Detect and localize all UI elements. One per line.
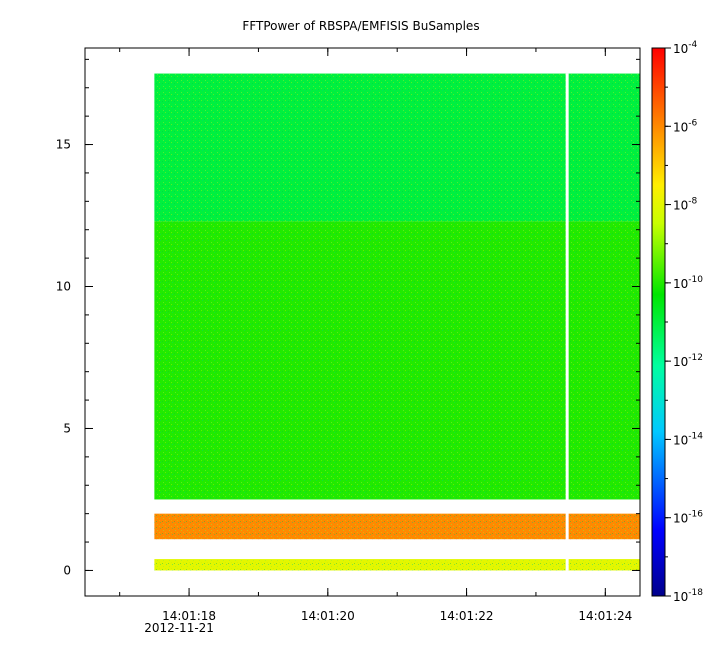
spectrogram-band-texture	[154, 559, 640, 571]
colorbar-tick-exponent: -10	[688, 275, 703, 285]
spectrogram-band-texture	[154, 513, 640, 540]
x-tick-label: 14:01:20	[301, 609, 355, 623]
chart-title: FFTPower of RBSPA/EMFISIS BuSamples	[242, 19, 479, 33]
y-tick-label: 15	[56, 138, 71, 152]
x-tick-label: 14:01:22	[440, 609, 494, 623]
colorbar-gradient	[651, 47, 666, 597]
colorbar-tick-exponent: -4	[688, 40, 697, 50]
colorbar-tick-exponent: -16	[688, 510, 703, 520]
colorbar-tick-label: 10-16	[673, 510, 703, 526]
colorbar-tick-exponent: -14	[688, 431, 703, 441]
x-axis-date-label: 2012-11-21	[144, 621, 214, 635]
colorbar-tick-label: 10-18	[673, 588, 703, 604]
colorbar-tick-exponent: -6	[688, 118, 697, 128]
colorbar: 10-4 10-6 10-8 10-10 10-12 10-14 10-16 10-18	[651, 40, 703, 604]
x-tick-label: 14:01:24	[578, 609, 632, 623]
data-gap	[565, 73, 569, 571]
colorbar-tick-label: 10-14	[673, 431, 703, 447]
y-axis: 0 5 10 15	[56, 58, 640, 577]
spectrogram-band-texture	[154, 221, 640, 500]
colorbar-ticks: 10-4 10-6 10-8 10-10 10-12 10-14 10-16 10-18	[665, 40, 703, 604]
y-tick-label: 5	[63, 421, 71, 435]
colorbar-tick-label: 10-8	[673, 197, 698, 213]
x-tick-label: 14:01:18	[162, 609, 216, 623]
plot-frame	[84, 47, 641, 597]
spectrogram-band-texture	[154, 73, 640, 222]
colorbar-tick-label: 10-12	[673, 353, 703, 369]
spectrogram-plot	[154, 73, 640, 571]
x-axis: 14:01:18 14:01:20 14:01:22 14:01:24	[119, 48, 632, 623]
colorbar-tick-label: 10-4	[673, 40, 698, 56]
y-tick-label: 0	[63, 563, 71, 577]
colorbar-tick-exponent: -12	[688, 353, 703, 363]
colorbar-tick-exponent: -8	[688, 197, 697, 207]
y-tick-label: 10	[56, 280, 71, 294]
colorbar-tick-exponent: -18	[688, 588, 703, 598]
colorbar-tick-label: 10-6	[673, 118, 698, 134]
colorbar-tick-label: 10-10	[673, 275, 703, 291]
